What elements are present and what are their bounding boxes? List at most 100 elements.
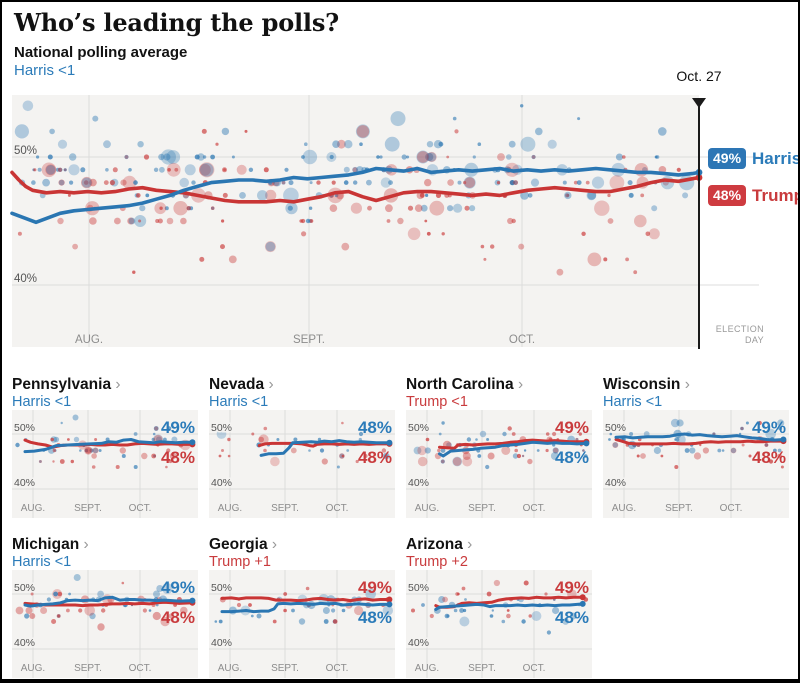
svg-text:SEPT.: SEPT. [468,503,496,514]
state-title-link-wisconsin[interactable]: Wisconsin › [603,376,690,393]
svg-text:SEPT.: SEPT. [665,503,693,514]
svg-text:OCT.: OCT. [720,503,743,514]
svg-text:AUG.: AUG. [612,503,636,514]
pennsylvania-chart-svg: 50% 40% AUG. SEPT. OCT. 49% 48% [12,410,198,518]
svg-text:OCT.: OCT. [523,503,546,514]
chevron-right-icon: › [115,376,121,393]
svg-text:50%: 50% [14,145,37,157]
svg-text:SEPT.: SEPT. [468,663,496,674]
svg-text:OCT.: OCT. [129,503,152,514]
nevada-chart-svg: 50% 40% AUG. SEPT. OCT. 48% 48% [209,410,395,518]
svg-text:OCT.: OCT. [523,663,546,674]
svg-text:40%: 40% [211,477,232,489]
national-chart: 50% 40% AUG. SEPT. OCT. [2,94,798,355]
harris-name-label: Harris [752,148,800,168]
north-carolina-harris-trend-line [438,440,588,458]
svg-text:40%: 40% [408,477,429,489]
state-leader-georgia: Trump +1 [209,554,271,570]
svg-text:50%: 50% [605,422,626,434]
state-leader-wisconsin: Harris <1 [603,394,663,410]
michigan-harris-trend-line [23,595,194,608]
national-harris-trend-line [10,166,701,225]
state-title-link-arizona[interactable]: Arizona › [406,536,473,553]
state-leader-pennsylvania: Harris <1 [12,394,72,410]
chevron-right-icon: › [268,376,274,393]
pennsylvania-harris-trend-line [23,438,194,454]
state-card-nevada: Nevada › Harris <1 50% 40% AUG. SEPT. OCT. 48% 4… [209,375,399,518]
svg-text:OCT.: OCT. [326,663,349,674]
harris-result-row: 49% Harris [708,148,800,169]
michigan-top-label: 49% [161,578,195,597]
svg-text:OCT.: OCT. [509,334,535,346]
michigan-chart-svg: 50% 40% AUG. SEPT. OCT. 49% 48% [12,570,198,678]
state-leader-arizona: Trump +2 [406,554,468,570]
chevron-right-icon: › [467,536,473,553]
pennsylvania-poll-dots [15,414,191,469]
north-carolina-trump-trend-line [438,438,588,450]
svg-text:40%: 40% [14,637,35,649]
wisconsin-harris-trend-line [614,432,785,442]
state-card-michigan: Michigan › Harris <1 50% 40% AUG. SEPT. OCT. 49… [12,535,202,678]
svg-text:AUG.: AUG. [218,503,242,514]
state-card-pennsylvania: Pennsylvania › Harris <1 50% 40% AUG. SEPT. OC… [12,375,202,518]
arizona-bottom-label: 48% [555,608,589,627]
harris-pct-badge: 49% [708,148,747,169]
date-marker-triangle-icon [692,98,706,108]
nevada-top-label: 48% [358,418,392,437]
chevron-right-icon: › [271,536,278,553]
nevada-poll-dots [216,421,390,469]
trump-pct-badge: 48% [708,185,747,206]
state-title-link-georgia[interactable]: Georgia › [209,536,278,553]
wisconsin-bottom-label: 48% [752,448,786,467]
georgia-bottom-label: 48% [358,608,392,627]
pennsylvania-bottom-label: 48% [161,448,195,467]
arizona-poll-dots [411,579,589,635]
svg-text:40%: 40% [605,477,626,489]
michigan-poll-dots [15,574,188,631]
trump-result-row: 48% Trump [708,185,800,206]
svg-text:50%: 50% [408,422,429,434]
svg-text:50%: 50% [408,582,429,594]
state-title-link-pennsylvania[interactable]: Pennsylvania › [12,376,121,393]
svg-text:50%: 50% [14,582,35,594]
page-title: Who’s leading the polls? [14,8,340,37]
michigan-bottom-label: 48% [161,608,195,627]
svg-text:50%: 50% [211,582,232,594]
svg-text:40%: 40% [14,273,37,285]
state-card-arizona: Arizona › Trump +2 50% 40% AUG. SEPT. OCT. 49% 4… [406,535,596,678]
svg-text:SEPT.: SEPT. [293,334,325,346]
state-title-link-north-carolina[interactable]: North Carolina › [406,376,524,393]
state-leader-north-carolina: Trump <1 [406,394,468,410]
north-carolina-top-label: 49% [555,418,589,437]
arizona-top-label: 49% [555,578,589,597]
svg-text:SEPT.: SEPT. [74,663,102,674]
national-poll-dots [14,100,695,276]
election-day-label: ELECTION DAY [715,324,764,345]
svg-text:SEPT.: SEPT. [74,503,102,514]
chevron-right-icon: › [83,536,89,553]
svg-text:AUG.: AUG. [415,663,439,674]
north-carolina-bottom-label: 48% [555,448,589,467]
national-leader: Harris <1 [14,62,76,79]
georgia-top-label: 49% [358,578,392,597]
wisconsin-chart-svg: 50% 40% AUG. SEPT. OCT. 49% 48% [603,410,789,518]
state-title-link-michigan[interactable]: Michigan › [12,536,89,553]
svg-text:AUG.: AUG. [415,503,439,514]
wisconsin-trump-trend-line [614,438,785,446]
svg-text:40%: 40% [14,477,35,489]
georgia-harris-trend-line [220,601,391,614]
trump-name-label: Trump [752,185,800,205]
state-leader-nevada: Harris <1 [209,394,269,410]
svg-text:SEPT.: SEPT. [271,503,299,514]
national-chart-svg: 50% 40% AUG. SEPT. OCT. [10,95,759,349]
state-card-north-carolina: North Carolina › Trump <1 50% 40% AUG. SEPT. O… [406,375,596,518]
chevron-right-icon: › [684,376,690,393]
state-title-link-nevada[interactable]: Nevada › [209,376,274,393]
pennsylvania-top-label: 49% [161,418,195,437]
svg-text:OCT.: OCT. [129,663,152,674]
national-trump-trend-line [10,170,701,204]
nevada-bottom-label: 48% [358,448,392,467]
state-card-georgia: Georgia › Trump +1 50% 40% AUG. SEPT. OCT. 49% 4… [209,535,399,678]
svg-text:AUG.: AUG. [218,663,242,674]
